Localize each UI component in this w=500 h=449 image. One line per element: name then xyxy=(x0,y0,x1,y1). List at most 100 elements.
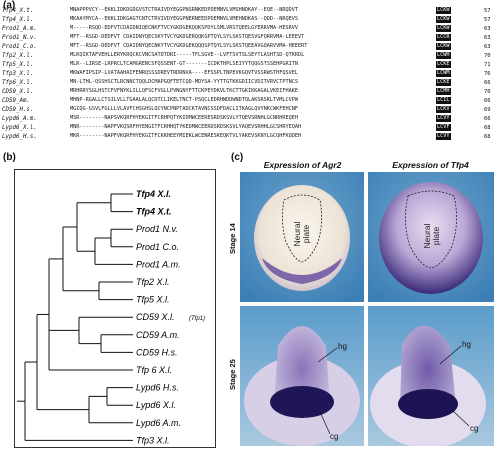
alignment-row-sequence: M-----RSQD-EDFVTCDAIDNIQECNKFTVCYGKDGEKQ… xyxy=(70,25,298,31)
panel-label-a: (a) xyxy=(3,0,16,11)
tree-taxon-suffix: (Tfp1) xyxy=(189,316,205,322)
alignment-row-length: 71 xyxy=(484,62,491,68)
alignment-row-length: 68 xyxy=(484,125,491,131)
image-agr2-stage25: hg cg xyxy=(240,306,364,446)
alignment-row-name: Lypd6_X.l. xyxy=(2,125,37,131)
tree-taxon-label: Prod1 C.o. xyxy=(136,242,179,252)
cg-label-2: cg xyxy=(470,424,479,433)
alignment-row-name: CD59_X.l. xyxy=(2,89,34,95)
alignment-row-name: CD59_Am. xyxy=(2,98,30,104)
alignment-row-sequence: MSR--------NAPSVKQRFHYEKGITFCRHPQTYKIDMW… xyxy=(70,115,298,121)
alignment-row-sequence: MRHRRYSGLHSTCFVFNYKLILLQFSCFVGLLPVNGNYFT… xyxy=(70,88,298,94)
alignment-row-sequence: MGIQG-GSVLFGLLLVLAVFCHSGHSLQCYNCPNPTADCK… xyxy=(70,106,298,112)
alignment-row-length: 63 xyxy=(484,44,491,50)
alignment-row-name: Prod1_N.v. xyxy=(2,35,37,41)
alignment-row-length: 57 xyxy=(484,17,491,23)
alignment-row-end-motif: LCMH xyxy=(436,88,451,95)
alignment-row-sequence: MKR--------NAPFVKQRFHYEKGITFCKKHEEYMIEKL… xyxy=(70,133,302,139)
neural-plate-label-1: Neural plate xyxy=(292,221,311,247)
alignment-row: Tfp5_X.l. MLR--LIRSE-LRPRCLTCAMGRENCSFQSS… xyxy=(2,61,498,69)
alignment-row: Lypd6_X.l. MNR--------NAPFVKQSRFHYENGITFC… xyxy=(2,124,498,132)
tree-taxon-label: CD59 H.s. xyxy=(136,347,178,357)
alignment-row-end-motif: LCVY xyxy=(436,133,451,140)
alignment-row-name: Lypd6_A.m. xyxy=(2,116,37,122)
alignment-row-length: 68 xyxy=(484,134,491,140)
tree-taxon-label: CD59 X.l. xyxy=(136,312,175,322)
alignment-row-end-motif: LCVY xyxy=(436,115,451,122)
alignment-row-name: Tfp3_X.l. xyxy=(2,71,34,77)
tree-taxon-label: Tfp2 X.l. xyxy=(136,277,170,287)
cg-label-1: cg xyxy=(330,432,339,441)
alignment-row-end-motif: LCIL xyxy=(436,97,451,104)
tree-taxon-label: Prod1 A.m. xyxy=(136,259,181,269)
stage-14-label: Stage 14 xyxy=(228,223,237,254)
alignment-row-end-motif: LCWH xyxy=(436,52,451,59)
neural-plate-label-2: Neural plate xyxy=(422,223,441,249)
alignment-row-end-motif: LCCR xyxy=(436,34,451,41)
alignment-row-sequence: MKWAFIPSIP-LVATAAHAIFENRQSSSDREVTRDRNVA-… xyxy=(70,70,298,76)
tree-taxon-label: Tfp4 X.t. xyxy=(136,207,172,217)
image-tfp4-stage25: hg cg xyxy=(368,306,494,446)
phylogenetic-tree-panel: Tfp4 X.l. Tfp4 X.t. Prod1 N.v. Prod1 C.o. Pr… xyxy=(14,169,216,448)
alignment-row-end-motif: LCKV xyxy=(436,106,451,113)
alignment-row-sequence: MLKQIKTAFVEHLLERYKRQCKCVNCSATDTDRI-----T… xyxy=(70,52,305,58)
alignment-row-sequence: MNR--------NAPFVKQSRFHYENGITFCRHHQTYKEDM… xyxy=(70,124,302,130)
alignment-row-length: 76 xyxy=(484,71,491,77)
alignment-row-sequence: MN-LTHL-QSSHSCTLRCNNCTQQLDCMAPGQFTETCQD-… xyxy=(70,79,298,85)
alignment-row: CD59_X.l. MRHRRYSGLHSTCFVFNYKLILLQFSCFVGL… xyxy=(2,88,498,96)
alignment-row-name: Tfp2_X.l. xyxy=(2,53,34,59)
panel-label-c: (c) xyxy=(231,152,244,163)
alignment-row: CD59_Am. MHNP-RGALLCTSILVLLTGAALALQCDTCLI… xyxy=(2,97,498,105)
tree-taxon-label: Lypd6 H.s. xyxy=(136,383,179,393)
alignment-row: Prod1_C.o. MFT--RSGD-DEDFVT CDAIDNYQECNKY… xyxy=(2,43,498,51)
alignment-row-sequence: MFT--RSGD-DEDFVT CDAIDNYQECSKYTVCYGKDGER… xyxy=(70,34,305,40)
tree-taxon-label: Lypd6 A.m. xyxy=(136,418,181,428)
alignment-row-sequence: MKAAYMYCA--EKKLIDKGAGTCNTCTRVIVDYEGGPNER… xyxy=(70,16,298,22)
alignment-row-sequence: MFT--RSGD-DEDFVT CDAIDNYQECNKYTVCYGKDGEK… xyxy=(70,43,308,49)
tree-taxon-label: Tfp4 X.l. xyxy=(136,189,171,199)
alignment-row-end-motif: LCKW xyxy=(436,25,451,32)
alignment-row-length: 70 xyxy=(484,89,491,95)
hg-label-1: hg xyxy=(338,342,347,351)
alignment-row-end-motif: LCKE xyxy=(436,61,451,68)
alignment-row-sequence: MHNP-RGALLCTSILVLLTGAALALQCDTCLIKELTNCT-… xyxy=(70,97,298,103)
tree-taxon-label: Lypd6 X.l. xyxy=(136,400,176,410)
alignment-row-name: Lypd6_H.s. xyxy=(2,134,37,140)
alignment-row-name: Tfp4_X.l. xyxy=(2,17,34,23)
alignment-row-end-motif: LCVF xyxy=(436,124,451,131)
tree-taxon-label: Tfp5 X.l. xyxy=(136,295,170,305)
panel-label-b: (b) xyxy=(3,152,16,163)
alignment-row: Prod1_A.m. M-----RSQD-EDFVTCDAIDNIQECNKFT… xyxy=(2,25,498,33)
alignment-row-end-motif: LCKW xyxy=(436,43,451,50)
tree-taxon-label: Tfp 6 X.l. xyxy=(136,365,172,375)
alignment-row-length: 63 xyxy=(484,26,491,32)
alignment-row-name: Tfp4_X.t. xyxy=(2,8,34,14)
alignment-row-length: 66 xyxy=(484,80,491,86)
phylogenetic-tree: Tfp4 X.l. Tfp4 X.t. Prod1 N.v. Prod1 C.o. Pr… xyxy=(17,189,205,445)
image-agr2-stage14: Neural plate xyxy=(240,172,364,302)
alignment-row-name: Tfp5_X.l. xyxy=(2,62,34,68)
image-tfp4-stage14: Neural plate xyxy=(368,172,494,302)
alignment-row-length: 57 xyxy=(484,8,491,14)
alignment-row: Lypd6_A.m. MSR--------NAPSVKQRFHYEKGITFCR… xyxy=(2,115,498,123)
alignment-row-length: 66 xyxy=(484,98,491,104)
alignment-row-length: 69 xyxy=(484,107,491,113)
alignment-row-end-motif: LCKW xyxy=(436,16,451,23)
alignment-row-name: CD59_H.s. xyxy=(2,107,34,113)
alignment-row: Tfp2_X.l. MLKQIKTAFVEHLLERYKRQCKCVNCSATDT… xyxy=(2,52,498,60)
stage-25-label: Stage 25 xyxy=(228,359,237,390)
alignment-row: Tfp3_X.l. MKWAFIPSIP-LVATAAHAIFENRQSSSDRE… xyxy=(2,70,498,78)
alignment-row-end-motif: LCKE xyxy=(436,79,451,86)
alignment-row-sequence: MLR--LIRSE-LRPRCLTCAMGRENCSFQSSENT-GT---… xyxy=(70,61,298,67)
alignment-row-length: 63 xyxy=(484,35,491,41)
alignment-row-end-motif: LCKW xyxy=(436,7,451,14)
alignment-row: Lypd6_H.s. MKR--------NAPFVKQRFHYEKGITFCK… xyxy=(2,133,498,141)
hg-label-2: hg xyxy=(462,340,471,349)
alignment-row-end-motif: LCWM xyxy=(436,70,451,77)
alignment-row-sequence: MNAPPPVCY--EKKLIDKDGDGVSTCTRAIVDYEGGPNSR… xyxy=(70,7,298,13)
col-title-tfp4: Expression of Tfp4 xyxy=(392,160,469,170)
alignment-row: Prod1_N.v. MFT--RSGD-DEDFVT CDAIDNYQECSKY… xyxy=(2,34,498,42)
tree-taxon-label: CD59 A.m. xyxy=(136,330,180,340)
alignment-row-name: Tfp6_X.l. xyxy=(2,80,34,86)
alignment-row-length: 70 xyxy=(484,53,491,59)
